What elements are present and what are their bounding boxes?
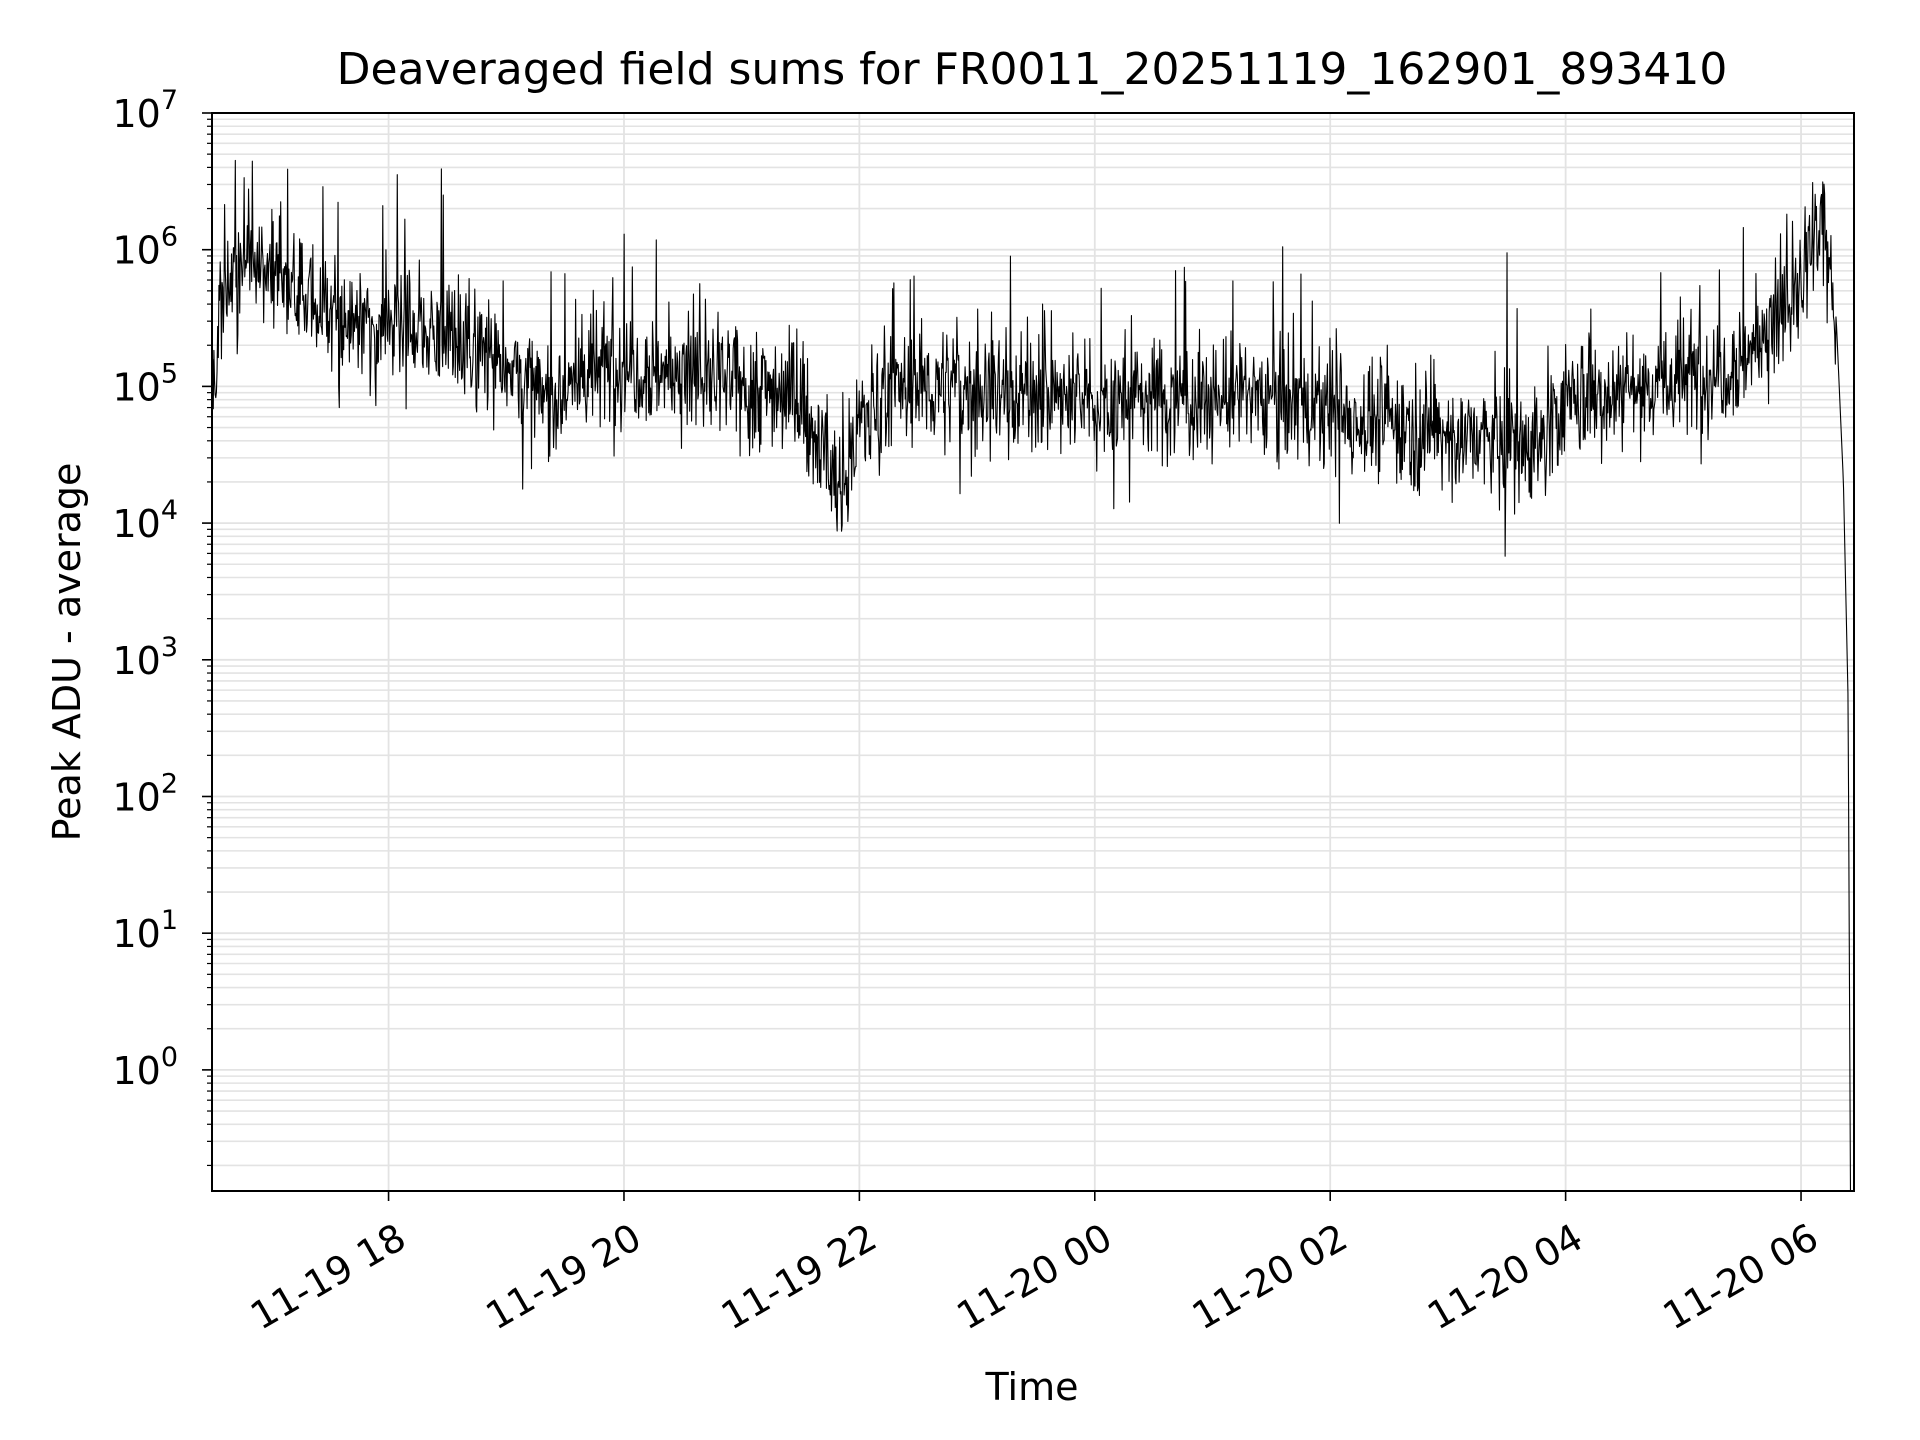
series-line: [211, 159, 1852, 1192]
y-tick-label: 100: [112, 1042, 178, 1093]
plot-frame: [211, 112, 1855, 1192]
y-tick-label: 103: [112, 632, 178, 683]
x-tick-label: 11-20 00: [949, 1215, 1119, 1339]
x-tick-label: 11-20 04: [1420, 1215, 1590, 1339]
x-tick-label: 11-20 06: [1656, 1215, 1826, 1339]
grid: [212, 112, 1854, 1191]
y-tick-label: 101: [112, 905, 178, 956]
y-axis-label: Peak ADU - average: [45, 463, 89, 842]
x-axis-label: Time: [985, 1365, 1079, 1409]
x-tick-label: 11-19 22: [714, 1215, 884, 1339]
y-tick-label: 102: [112, 768, 178, 819]
y-tick-label: 105: [112, 358, 178, 409]
y-tick-label: 104: [112, 495, 178, 546]
x-tick-label: 11-20 02: [1185, 1215, 1355, 1339]
y-tick-label: 107: [112, 85, 178, 136]
x-tick-label: 11-19 18: [243, 1215, 413, 1339]
y-axis: 100 101 102 103 104 105 106 107: [112, 85, 212, 1167]
x-tick-label: 11-19 20: [479, 1215, 649, 1339]
y-tick-label: 106: [112, 222, 178, 273]
chart-title: Deaveraged field sums for FR0011_2025111…: [337, 44, 1728, 95]
x-axis: 11-19 18 11-19 20 11-19 22 11-20 00 11-20 02…: [243, 1191, 1826, 1339]
